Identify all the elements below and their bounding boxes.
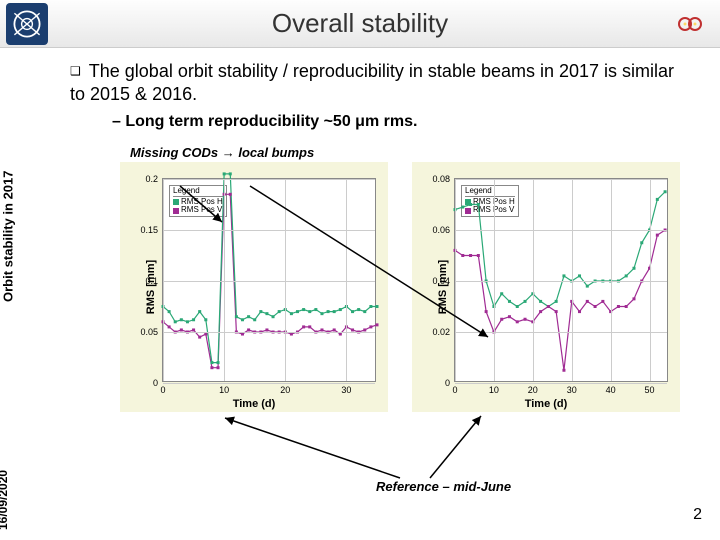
x-tick-label: 50 [645,385,655,395]
x-tick-label: 30 [341,385,351,395]
main-bullet: ❑The global orbit stability / reproducib… [70,60,680,107]
y-tick-label: 0.05 [140,327,158,337]
reference-label: Reference – mid-June [376,479,511,494]
annotation-missing-cods: Missing CODs → local bumps [130,145,680,160]
date-label: 16/09/2020 [0,470,10,530]
chart-right: RMS [mm] Time (d) Legend RMS Pos H RMS P… [412,162,680,412]
y-axis-label: RMS [mm] [437,260,449,314]
chart-left: RMS [mm] Time (d) Legend RMS Pos H RMS P… [120,162,388,412]
y-tick-label: 0.1 [145,276,158,286]
charts-row: RMS [mm] Time (d) Legend RMS Pos H RMS P… [120,162,680,412]
y-tick-label: 0.08 [432,174,450,184]
x-tick-label: 20 [280,385,290,395]
plot-area-right: Legend RMS Pos H RMS Pos V 00.020.040.06… [454,178,668,382]
x-tick-label: 40 [606,385,616,395]
x-tick-label: 0 [160,385,165,395]
collab-logo [668,10,712,38]
x-axis-label: Time (d) [233,398,276,410]
side-rotated-label: Orbit stability in 2017 [1,171,16,303]
header: Overall stability [0,0,720,48]
y-axis-label: RMS [mm] [145,260,157,314]
plot-area-left: Legend RMS Pos H RMS Pos V 00.050.10.150… [162,178,376,382]
x-tick-label: 10 [219,385,229,395]
y-tick-label: 0.15 [140,225,158,235]
y-tick-label: 0 [445,378,450,388]
sub-bullet: – Long term reproducibility ~50 μm rms. [112,113,680,131]
content: ❑The global orbit stability / reproducib… [0,48,720,412]
chart-right-svg [455,179,667,381]
y-tick-label: 0.02 [432,327,450,337]
page-title: Overall stability [272,8,448,39]
y-tick-label: 0.2 [145,174,158,184]
cern-logo [6,3,48,45]
page-number: 2 [693,506,702,524]
bullet-square-icon: ❑ [70,64,81,78]
y-tick-label: 0.04 [432,276,450,286]
x-tick-label: 0 [452,385,457,395]
chart-left-svg [163,179,375,381]
y-tick-label: 0 [153,378,158,388]
x-tick-label: 30 [567,385,577,395]
x-axis-label: Time (d) [525,398,568,410]
y-tick-label: 0.06 [432,225,450,235]
main-bullet-text: The global orbit stability / reproducibi… [70,61,674,104]
x-tick-label: 20 [528,385,538,395]
x-tick-label: 10 [489,385,499,395]
